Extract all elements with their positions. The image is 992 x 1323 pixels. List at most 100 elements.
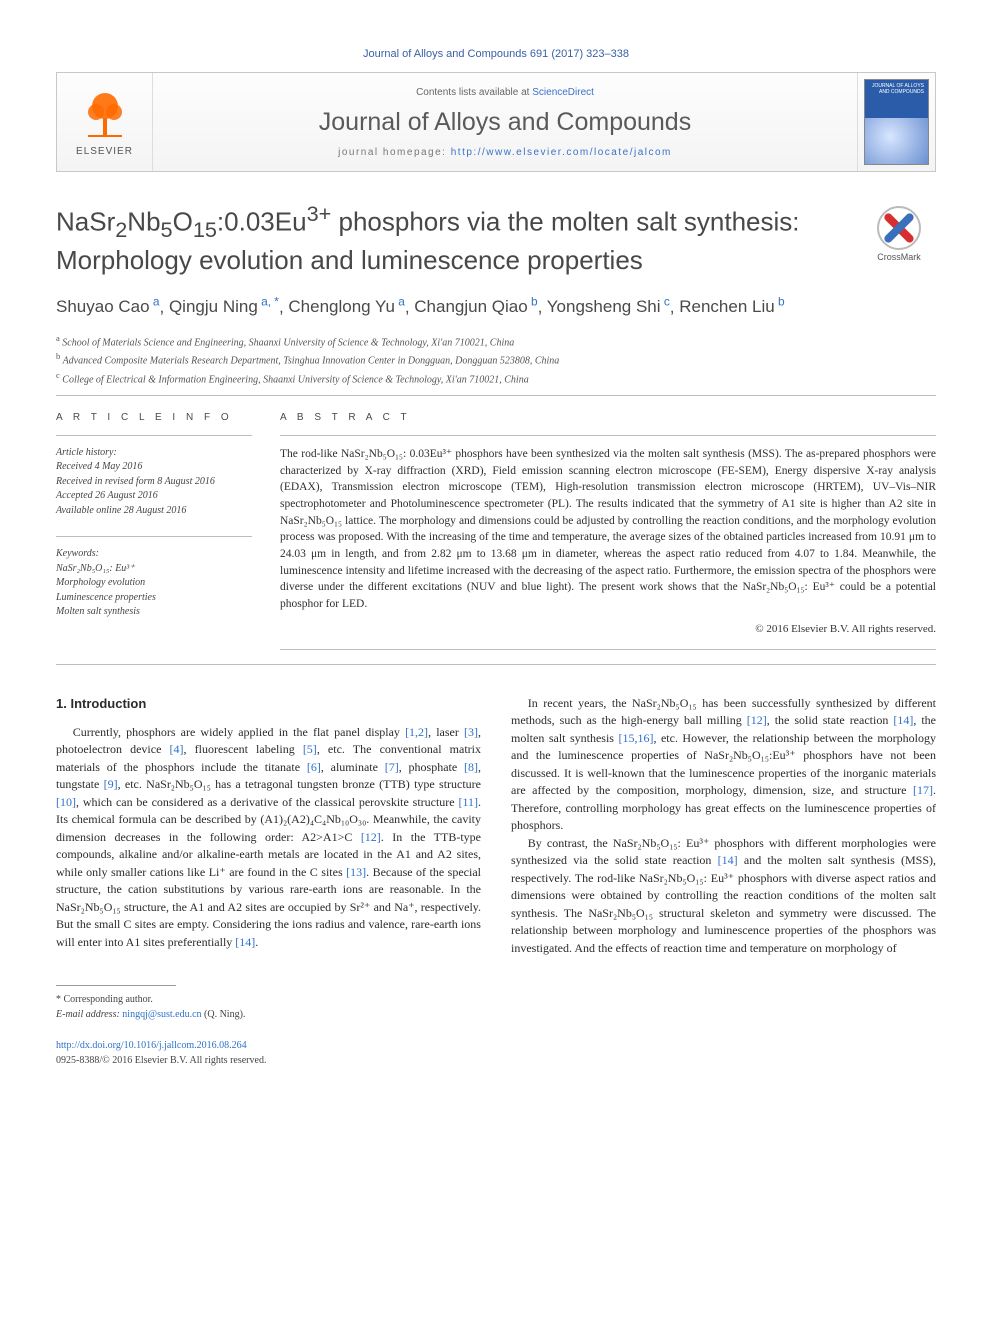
author-aff: a <box>150 295 160 309</box>
affiliation-list: a School of Materials Science and Engine… <box>56 332 936 387</box>
body-text: and the molten salt synthesis (MSS), res… <box>511 853 936 955</box>
body-paragraph: By contrast, the NaSr₂Nb₅O₁₅: Eu³⁺ phosp… <box>511 835 936 958</box>
author-name: Qingju Ning <box>169 297 258 316</box>
footnotes: * Corresponding author. E-mail address: … <box>56 992 936 1022</box>
title-frag: NaSr <box>56 207 115 237</box>
citation-link[interactable]: [11] <box>458 795 478 809</box>
citation-link[interactable]: [12] <box>747 713 767 727</box>
journal-homepage-link[interactable]: http://www.elsevier.com/locate/jalcom <box>451 147 672 158</box>
author: Renchen Liu b <box>679 297 784 316</box>
issn-copyright: 0925-8388/© 2016 Elsevier B.V. All right… <box>56 1055 266 1066</box>
author: Yongsheng Shi c <box>547 297 670 316</box>
cover-graphic <box>865 118 928 164</box>
body-text: , laser <box>428 725 464 739</box>
body-two-column: 1. Introduction Currently, phosphors are… <box>56 695 936 958</box>
citation-link[interactable]: [4] <box>170 742 184 756</box>
article-history: Article history: Received 4 May 2016 Rec… <box>56 446 252 519</box>
title-frag: 15 <box>193 217 217 242</box>
history-received: Received 4 May 2016 <box>56 460 252 475</box>
abstract-column: A B S T R A C T The rod-like NaSr₂Nb₅O₁₅… <box>280 412 936 650</box>
journal-header-box: ELSEVIER Contents lists available at Sci… <box>56 72 936 172</box>
citation-link[interactable]: [14] <box>718 853 738 867</box>
author-aff: b <box>775 295 785 309</box>
doi-block: http://dx.doi.org/10.1016/j.jallcom.2016… <box>56 1038 936 1068</box>
citation-link[interactable]: [8] <box>464 760 478 774</box>
history-accepted: Accepted 26 August 2016 <box>56 489 252 504</box>
corresponding-author-email-line: E-mail address: ningqj@sust.edu.cn (Q. N… <box>56 1007 936 1022</box>
sciencedirect-link[interactable]: ScienceDirect <box>532 87 594 98</box>
body-paragraph: Currently, phosphors are widely applied … <box>56 724 481 952</box>
divider <box>280 435 936 436</box>
author-list: Shuyao Cao a, Qingju Ning a, *, Chenglon… <box>56 294 936 320</box>
body-text: , which can be considered as a derivativ… <box>76 795 458 809</box>
info-abstract-row: A R T I C L E I N F O Article history: R… <box>56 412 936 650</box>
journal-header-mid: Contents lists available at ScienceDirec… <box>153 73 857 171</box>
crossmark-icon <box>877 206 921 250</box>
history-online: Available online 28 August 2016 <box>56 504 252 519</box>
citation-link[interactable]: [12] <box>361 830 381 844</box>
title-frag: O <box>173 207 193 237</box>
abstract-text: The rod-like NaSr₂Nb₅O₁₅: 0.03Eu³⁺ phosp… <box>280 446 936 613</box>
citation-link[interactable]: [1,2] <box>405 725 428 739</box>
keyword: Morphology evolution <box>56 576 252 591</box>
keyword: Molten salt synthesis <box>56 605 252 620</box>
author-name: Changjun Qiao <box>414 297 527 316</box>
citation-link[interactable]: [14] <box>235 935 255 949</box>
author: Shuyao Cao a <box>56 297 160 316</box>
keyword: NaSr₂Nb₅O₁₅: Eu³⁺ <box>56 562 252 577</box>
citation-link[interactable]: [9] <box>104 777 118 791</box>
citation-link[interactable]: [17] <box>913 783 933 797</box>
doi-link[interactable]: http://dx.doi.org/10.1016/j.jallcom.2016… <box>56 1040 247 1051</box>
email-attribution: (Q. Ning). <box>202 1009 246 1020</box>
email-link[interactable]: ningqj@sust.edu.cn <box>122 1009 201 1020</box>
abstract-label: A B S T R A C T <box>280 412 936 423</box>
citation-link[interactable]: [3] <box>464 725 478 739</box>
title-frag: 3+ <box>307 201 332 226</box>
corresponding-author-label: * Corresponding author. <box>56 992 936 1007</box>
journal-name: Journal of Alloys and Compounds <box>319 108 691 137</box>
body-text: , fluorescent labeling <box>184 742 303 756</box>
divider <box>56 536 252 537</box>
journal-cover-cell: JOURNAL OF ALLOYS AND COMPOUNDS <box>857 73 935 171</box>
body-text: , phosphate <box>399 760 464 774</box>
body-text: Currently, phosphors are widely applied … <box>73 725 405 739</box>
journal-citation: Journal of Alloys and Compounds 691 (201… <box>56 48 936 60</box>
affiliation: b Advanced Composite Materials Research … <box>56 350 936 368</box>
abstract-copyright: © 2016 Elsevier B.V. All rights reserved… <box>280 623 936 635</box>
citation-link[interactable]: [10] <box>56 795 76 809</box>
affiliation: c College of Electrical & Information En… <box>56 369 936 387</box>
citation-link[interactable]: [15,16] <box>618 731 653 745</box>
affiliation-text: College of Electrical & Information Engi… <box>60 374 529 385</box>
crossmark-badge[interactable]: CrossMark <box>862 200 936 262</box>
article-info-label: A R T I C L E I N F O <box>56 412 252 423</box>
history-revised: Received in revised form 8 August 2016 <box>56 475 252 490</box>
keywords-label: Keywords: <box>56 547 252 562</box>
crossmark-label: CrossMark <box>877 252 921 262</box>
divider <box>56 395 936 396</box>
email-label: E-mail address: <box>56 1009 122 1020</box>
keywords-block: Keywords: NaSr₂Nb₅O₁₅: Eu³⁺ Morphology e… <box>56 547 252 620</box>
author-aff: c <box>661 295 670 309</box>
citation-link[interactable]: [5] <box>303 742 317 756</box>
body-paragraph: In recent years, the NaSr₂Nb₅O₁₅ has bee… <box>511 695 936 835</box>
title-frag: Nb <box>127 207 160 237</box>
citation-link[interactable]: [13] <box>346 865 366 879</box>
citation-link[interactable]: [14] <box>893 713 913 727</box>
author: Chenglong Yu a <box>288 297 404 316</box>
title-frag: 2 <box>115 217 127 242</box>
author-name: Shuyao Cao <box>56 297 150 316</box>
publisher-label: ELSEVIER <box>76 146 133 157</box>
citation-link[interactable]: [6] <box>307 760 321 774</box>
body-text: , the solid state reaction <box>767 713 894 727</box>
body-text: . <box>255 935 258 949</box>
author: Changjun Qiao b <box>414 297 537 316</box>
divider <box>56 435 252 436</box>
author-aff: b <box>528 295 538 309</box>
journal-cover-thumbnail: JOURNAL OF ALLOYS AND COMPOUNDS <box>864 79 929 165</box>
article-info-column: A R T I C L E I N F O Article history: R… <box>56 412 252 650</box>
affiliation: a School of Materials Science and Engine… <box>56 332 936 350</box>
citation-link[interactable]: [7] <box>385 760 399 774</box>
author-name: Renchen Liu <box>679 297 774 316</box>
history-label: Article history: <box>56 446 252 461</box>
homepage-label: journal homepage: <box>338 147 451 158</box>
